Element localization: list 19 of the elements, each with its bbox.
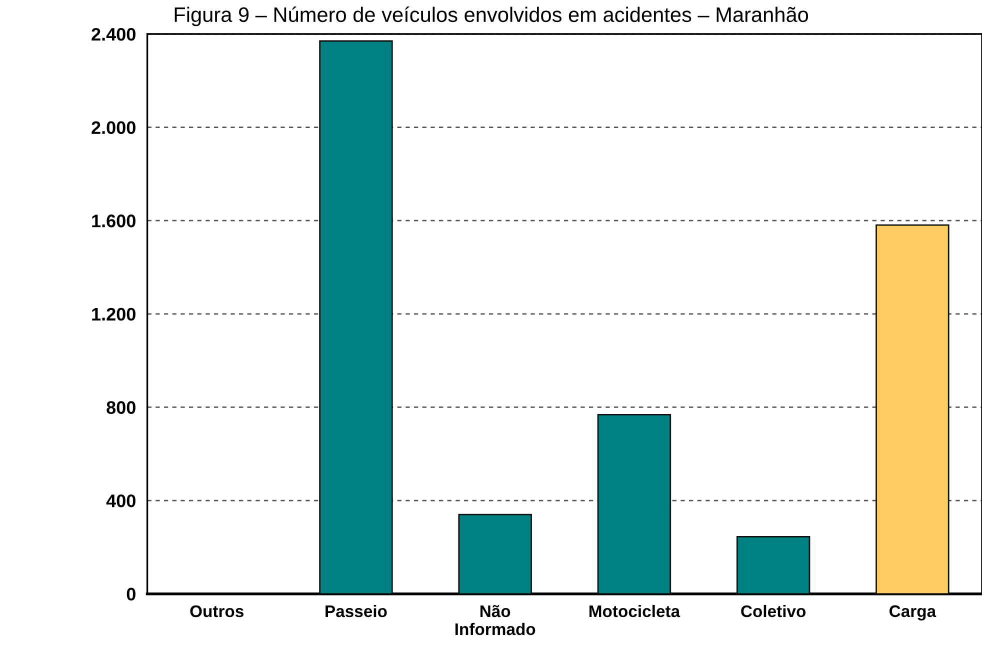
chart-title: Figura 9 – Número de veículos envolvidos em acidentes – Maranhão	[174, 6, 808, 26]
y-tick-label: 400	[106, 494, 136, 508]
bar	[876, 224, 950, 594]
x-tick-label: Não Informado	[455, 605, 536, 636]
x-tick-label: Coletivo	[741, 604, 806, 618]
y-tick-label: 0	[126, 588, 136, 601]
bar	[736, 536, 810, 594]
bar	[458, 514, 532, 594]
bar	[319, 40, 393, 594]
bar	[597, 414, 672, 594]
y-tick-label: 2.000	[92, 121, 136, 134]
x-tick-label: Outros	[190, 605, 244, 618]
y-tick-label: 2.400	[92, 28, 136, 41]
y-tick-label: 1.600	[92, 214, 136, 228]
x-tick-label: Motocicleta	[589, 604, 680, 618]
x-tick-label: Passeio	[326, 604, 387, 618]
y-tick-label: 800	[106, 401, 136, 414]
x-tick-label: Carga	[890, 605, 936, 620]
y-tick-label: 1.200	[92, 308, 136, 321]
